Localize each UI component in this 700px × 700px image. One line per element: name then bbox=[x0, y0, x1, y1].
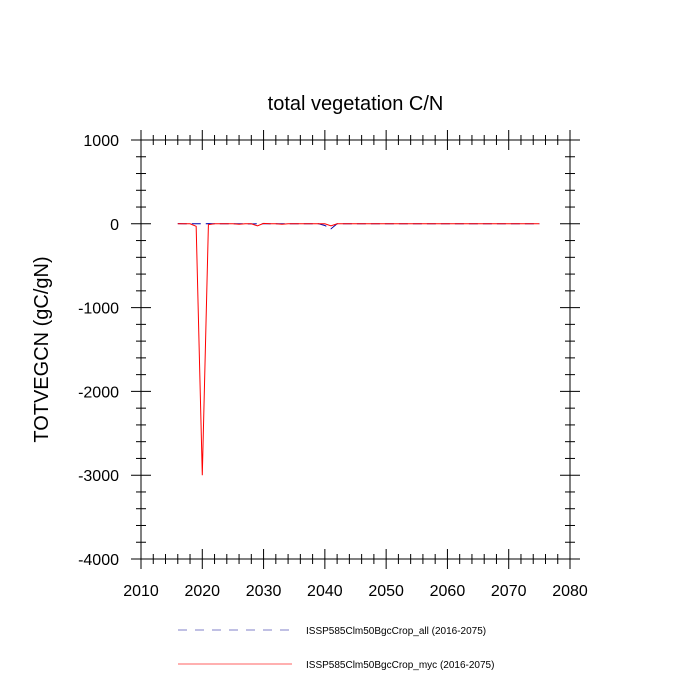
x-tick-label: 2080 bbox=[552, 583, 588, 600]
series-lines bbox=[177, 222, 540, 476]
x-tick-label: 2060 bbox=[430, 583, 466, 600]
x-tick-label: 2070 bbox=[491, 583, 527, 600]
tick-labels: 2010 2020 2030 2040 2050 2060 2070 2080 1000 0 -10… bbox=[78, 133, 588, 600]
y-tick-label: -1000 bbox=[78, 301, 119, 318]
chart-title: total vegetation C/N bbox=[268, 93, 444, 115]
legend-label-2: ISSP585Clm50BgcCrop_myc (2016-2075) bbox=[306, 660, 494, 671]
y-tick-label: 0 bbox=[110, 217, 119, 234]
x-tick-label: 2010 bbox=[123, 583, 159, 600]
y-tick-label: -2000 bbox=[78, 384, 119, 401]
series-line-2 bbox=[177, 222, 540, 476]
legend: ISSP585Clm50BgcCrop_all (2016-2075) ISSP5… bbox=[178, 626, 494, 671]
y-tick-label: -4000 bbox=[78, 552, 119, 569]
y-tick-label: -3000 bbox=[78, 468, 119, 485]
plot-frame bbox=[140, 139, 571, 560]
x-tick-label: 2020 bbox=[184, 583, 220, 600]
x-tick-label: 2030 bbox=[246, 583, 282, 600]
y-axis-label: TOTVEGCN (gC/gN) bbox=[31, 256, 53, 442]
legend-label-1: ISSP585Clm50BgcCrop_all (2016-2075) bbox=[306, 626, 486, 637]
series-line-1 bbox=[177, 223, 540, 230]
x-tick-label: 2050 bbox=[368, 583, 404, 600]
x-tick-label: 2040 bbox=[307, 583, 343, 600]
y-tick-label: 1000 bbox=[83, 133, 119, 150]
axis-ticks bbox=[131, 130, 580, 569]
